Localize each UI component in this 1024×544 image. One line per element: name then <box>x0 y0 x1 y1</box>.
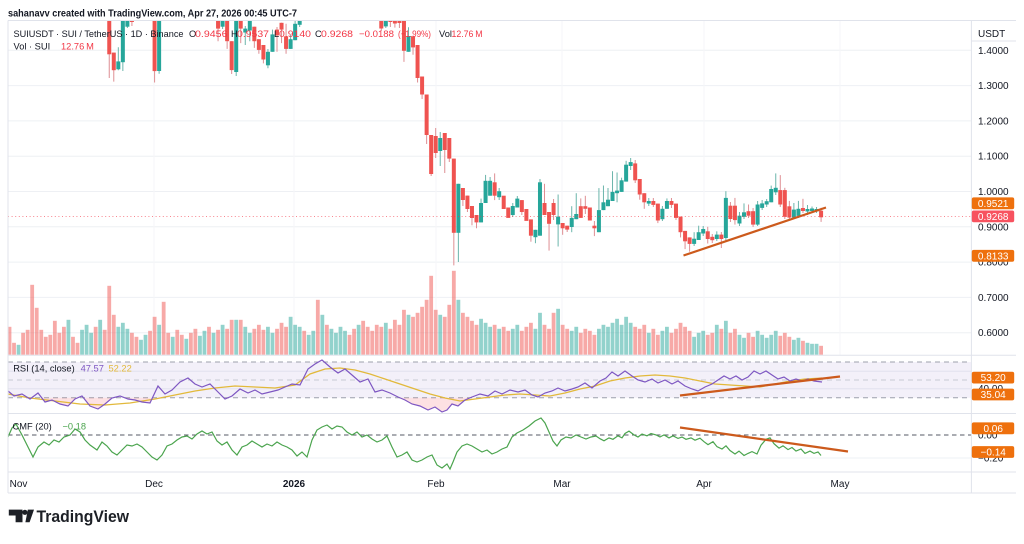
svg-text:H: H <box>231 29 238 39</box>
svg-text:1.0000: 1.0000 <box>978 187 1009 198</box>
svg-text:12.76 M: 12.76 M <box>452 29 483 39</box>
svg-text:0.9140: 0.9140 <box>279 29 311 39</box>
svg-text:0.8133: 0.8133 <box>978 251 1009 262</box>
svg-text:Dec: Dec <box>145 479 163 490</box>
svg-text:−0.18: −0.18 <box>63 422 87 432</box>
svg-text:0.06: 0.06 <box>983 424 1003 435</box>
svg-text:Feb: Feb <box>427 479 445 490</box>
svg-text:−0.0188: −0.0188 <box>359 29 394 39</box>
svg-text:52.22: 52.22 <box>109 364 132 374</box>
svg-text:35.04: 35.04 <box>981 390 1006 401</box>
svg-text:0.00: 0.00 <box>978 431 998 442</box>
svg-text:Vol · SUI: Vol · SUI <box>14 42 51 52</box>
svg-text:2026: 2026 <box>283 479 306 490</box>
svg-text:Apr: Apr <box>696 479 712 490</box>
svg-text:SUIUSDT · SUI / TetherUS · 1D: SUIUSDT · SUI / TetherUS · 1D · Binance <box>14 29 184 39</box>
svg-text:−0.20: −0.20 <box>978 454 1004 465</box>
svg-text:1.4000: 1.4000 <box>978 46 1009 57</box>
svg-text:0.9268: 0.9268 <box>321 29 353 39</box>
svg-text:−0.14: −0.14 <box>981 448 1007 459</box>
svg-text:1.2000: 1.2000 <box>978 116 1009 127</box>
svg-text:O: O <box>189 29 196 39</box>
svg-text:1.1000: 1.1000 <box>978 152 1009 163</box>
svg-text:0.9000: 0.9000 <box>978 222 1009 233</box>
svg-text:1.3000: 1.3000 <box>978 81 1009 92</box>
svg-text:L: L <box>274 29 279 39</box>
svg-text:0.7000: 0.7000 <box>978 293 1009 304</box>
svg-text:RSI (14, close): RSI (14, close) <box>13 364 74 374</box>
svg-text:Mar: Mar <box>553 479 571 490</box>
svg-text:0.9456: 0.9456 <box>195 29 228 39</box>
svg-text:53.20: 53.20 <box>981 373 1006 384</box>
svg-text:Nov: Nov <box>10 479 28 490</box>
svg-text:sahanavv created with TradingV: sahanavv created with TradingView.com, A… <box>8 9 298 20</box>
svg-text:CMF (20): CMF (20) <box>13 422 52 432</box>
svg-text:C: C <box>315 29 322 39</box>
svg-text:0.8000: 0.8000 <box>978 258 1009 269</box>
svg-text:TradingView: TradingView <box>37 507 130 526</box>
svg-text:0.9521: 0.9521 <box>978 199 1009 210</box>
svg-text:Vol: Vol <box>439 29 452 39</box>
svg-text:(−1.99%): (−1.99%) <box>398 29 431 39</box>
svg-text:0.6000: 0.6000 <box>978 328 1009 339</box>
svg-text:0.9268: 0.9268 <box>978 212 1009 223</box>
svg-text:12.76 M: 12.76 M <box>61 42 94 52</box>
svg-text:May: May <box>831 479 850 490</box>
svg-text:47.57: 47.57 <box>81 364 104 374</box>
svg-text:USDT: USDT <box>978 29 1005 40</box>
svg-text:0.9537: 0.9537 <box>237 29 269 39</box>
